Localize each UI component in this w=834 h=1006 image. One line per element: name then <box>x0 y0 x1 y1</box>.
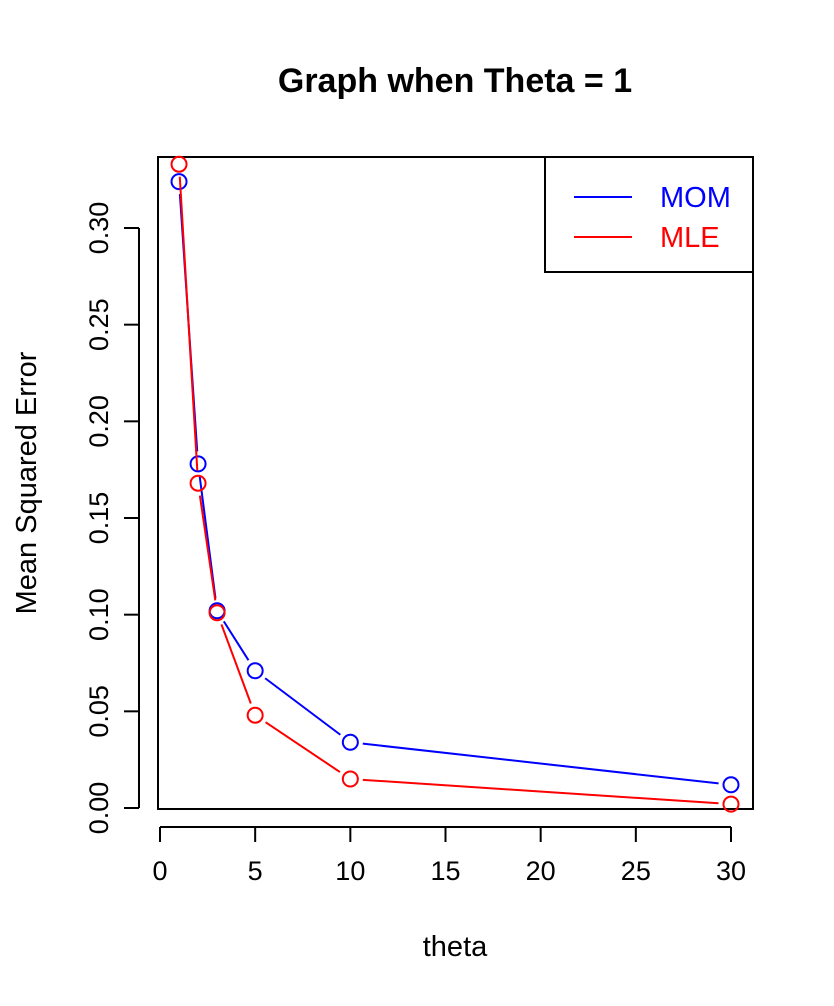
series-mle-point <box>208 604 226 622</box>
x-tick-label: 30 <box>716 856 746 886</box>
series-mom-point <box>722 776 740 794</box>
series-mle-point <box>722 795 740 813</box>
series-mle-point <box>189 474 207 492</box>
legend-label-mle: MLE <box>660 222 720 254</box>
plot-frame <box>157 156 754 810</box>
chart-title: Graph when Theta = 1 <box>278 62 632 100</box>
legend-box <box>544 156 754 273</box>
x-tick-label: 5 <box>248 856 263 886</box>
x-axis-label: theta <box>423 931 488 963</box>
series-layer <box>170 155 740 813</box>
x-tick-label: 25 <box>621 856 651 886</box>
series-mle <box>170 155 740 813</box>
series-mom-point <box>170 173 188 191</box>
x-tick-label: 20 <box>526 856 556 886</box>
series-mle-segment <box>220 624 252 704</box>
y-axis: 0.00 0.05 0.10 0.15 0.20 0.25 0.30 <box>84 202 140 835</box>
y-tick-label: 0.30 <box>84 202 114 255</box>
y-tick-label: 0.05 <box>84 685 114 738</box>
series-mle-segment <box>264 721 341 773</box>
y-tick-label: 0.25 <box>84 298 114 351</box>
y-tick-label: 0.20 <box>84 395 114 448</box>
series-mom-segment <box>362 742 719 785</box>
series-mom-point <box>189 455 207 473</box>
series-mom-segment <box>222 620 250 661</box>
series-mom-point <box>341 733 359 751</box>
series-mle-segment <box>198 495 217 601</box>
series-mle-segment <box>362 778 719 805</box>
legend: MOM MLE <box>544 156 754 273</box>
series-mle-point <box>246 706 264 724</box>
series-mle-point <box>170 155 188 173</box>
y-tick-label: 0.10 <box>84 588 114 641</box>
y-axis-label: Mean Squared Error <box>11 351 43 614</box>
series-mle-segment <box>178 176 199 471</box>
x-tick-label: 10 <box>335 856 365 886</box>
legend-label-mom: MOM <box>660 182 731 214</box>
series-mom-segment <box>264 677 341 736</box>
y-tick-label: 0.15 <box>84 492 114 545</box>
x-axis: 0 5 10 15 20 25 30 <box>152 826 746 886</box>
series-mom-point <box>246 662 264 680</box>
x-tick-label: 15 <box>430 856 460 886</box>
x-tick-label: 0 <box>152 856 167 886</box>
series-mle-point <box>341 770 359 788</box>
y-tick-label: 0.00 <box>84 782 114 835</box>
